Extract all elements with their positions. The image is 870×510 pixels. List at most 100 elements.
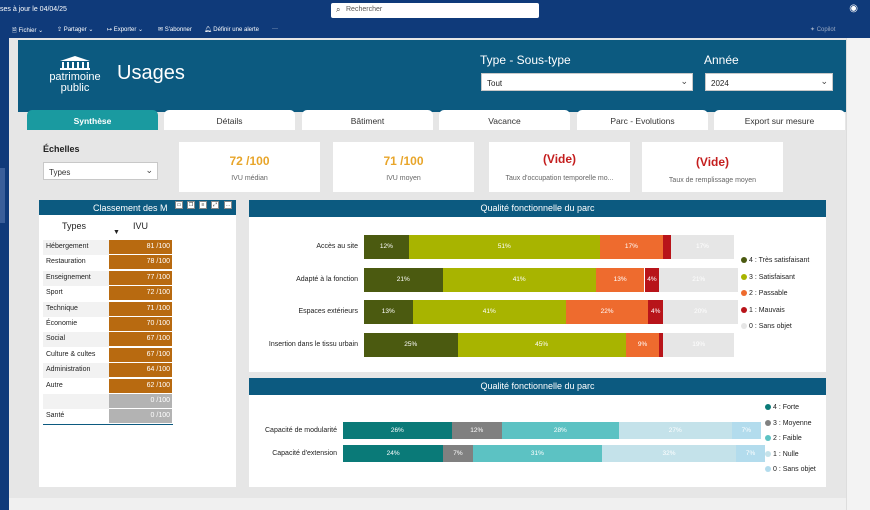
legend-item[interactable]: 4 : Forte bbox=[765, 404, 799, 411]
col-header-ivu[interactable]: IVU bbox=[133, 221, 149, 231]
bar-segment[interactable]: 17% bbox=[670, 235, 735, 259]
table-row-ivu[interactable]: 78 /100 bbox=[109, 255, 172, 270]
bar-segment[interactable]: 7% bbox=[731, 422, 761, 439]
file-menu[interactable]: 🗎 Fichier ⌄ bbox=[12, 28, 44, 34]
table-row-ivu[interactable]: 71 /100 bbox=[109, 301, 172, 316]
bar-segment[interactable]: 28% bbox=[501, 422, 619, 439]
export-menu[interactable]: ↦ Exporter ⌄ bbox=[107, 27, 144, 33]
table-row-ivu[interactable]: 0 /100 bbox=[109, 409, 172, 424]
table-row-type[interactable]: Économie bbox=[43, 317, 109, 332]
tab-export-sur-mesure[interactable]: Export sur mesure bbox=[714, 110, 845, 130]
bar-segment[interactable]: 51% bbox=[408, 235, 600, 259]
more-button[interactable]: ··· bbox=[272, 26, 278, 32]
bar-segment[interactable]: 12% bbox=[364, 235, 409, 259]
bar-segment[interactable]: 26% bbox=[343, 422, 452, 439]
kpi-card-ivu-median: 72 /100 IVU médian bbox=[179, 142, 320, 192]
table-row-ivu[interactable]: 72 /100 bbox=[109, 286, 172, 301]
bar-segment[interactable]: 4% bbox=[644, 267, 660, 292]
table-row-type[interactable]: Culture & cultes bbox=[43, 347, 109, 363]
bar-segment[interactable]: 20% bbox=[663, 300, 738, 324]
bar-segment[interactable]: 22% bbox=[565, 300, 649, 324]
bar-segment[interactable]: 32% bbox=[602, 445, 736, 462]
table-row-type[interactable]: Technique bbox=[43, 301, 109, 317]
copilot-button[interactable]: ✦ Copilot bbox=[810, 27, 836, 33]
bar-segment[interactable]: 21% bbox=[364, 267, 443, 292]
tab-details[interactable]: Détails bbox=[164, 110, 295, 130]
table-row-type[interactable]: Autre bbox=[43, 378, 109, 394]
copy-icon[interactable]: ❐ bbox=[187, 201, 195, 209]
bar-segment[interactable]: 13% bbox=[364, 300, 413, 324]
col-header-types[interactable]: Types bbox=[62, 221, 87, 231]
tab-parc-evolutions[interactable]: Parc - Evolutions bbox=[577, 110, 708, 130]
sort-desc-icon[interactable]: ▼ bbox=[113, 229, 120, 236]
table-row-type[interactable]: Social bbox=[43, 332, 109, 348]
echelles-dropdown[interactable]: Types ⌄ bbox=[43, 162, 158, 180]
type-filter-dropdown[interactable]: Tout ⌄ bbox=[481, 73, 693, 91]
bar-segment[interactable]: 21% bbox=[659, 267, 738, 292]
kpi-card-taux-occupation: (Vide) Taux d'occupation temporelle mo..… bbox=[489, 142, 630, 192]
bar-segment[interactable]: 31% bbox=[472, 445, 603, 462]
legend-label: 3 : Satisfaisant bbox=[749, 273, 795, 281]
table-row-ivu[interactable]: 67 /100 bbox=[109, 347, 172, 362]
bar-segment[interactable]: 9% bbox=[625, 332, 660, 357]
filter-icon[interactable]: ≡ bbox=[199, 201, 207, 209]
account-icon[interactable]: ◉ bbox=[849, 3, 858, 14]
table-row-ivu[interactable]: 70 /100 bbox=[109, 317, 172, 331]
tab-synthese[interactable]: Synthèse bbox=[27, 110, 158, 130]
subscribe-button[interactable]: ✉ S'abonner bbox=[158, 27, 192, 33]
legend-label: 1 : Mauvais bbox=[749, 306, 785, 314]
bar-segment[interactable]: 7% bbox=[443, 445, 473, 462]
bar-segment[interactable]: 17% bbox=[599, 235, 664, 259]
tab-vacance[interactable]: Vacance bbox=[439, 110, 570, 130]
table-row-ivu[interactable]: 81 /100 bbox=[109, 240, 172, 254]
legend-item[interactable]: 3 : Satisfaisant bbox=[741, 273, 795, 281]
bar-segment[interactable]: 12% bbox=[451, 422, 502, 439]
bar-segment[interactable]: 13% bbox=[595, 267, 645, 292]
bar-segment[interactable]: 25% bbox=[364, 332, 458, 357]
table-row-ivu[interactable]: 77 /100 bbox=[109, 270, 172, 285]
table-row-type[interactable] bbox=[43, 394, 109, 409]
bar-segment[interactable]: 41% bbox=[442, 267, 596, 292]
bar-segment[interactable]: 27% bbox=[618, 422, 732, 439]
table-row-type[interactable]: Sport bbox=[43, 286, 109, 302]
bar-segment[interactable]: 7% bbox=[735, 445, 766, 462]
bar-segment[interactable] bbox=[659, 332, 664, 357]
filters-pane[interactable] bbox=[846, 38, 870, 510]
more-options-icon[interactable]: … bbox=[224, 201, 232, 209]
year-filter-dropdown[interactable]: 2024 ⌄ bbox=[705, 73, 833, 91]
legend-item[interactable]: 3 : Moyenne bbox=[765, 419, 812, 427]
table-row-type[interactable]: Restauration bbox=[43, 255, 109, 271]
share-menu[interactable]: ⇪ Partager ⌄ bbox=[57, 27, 94, 33]
table-row-ivu[interactable]: 67 /100 bbox=[109, 332, 172, 347]
legend-item[interactable]: 1 : Mauvais bbox=[741, 306, 785, 314]
category-label: Adapté à la fonction bbox=[296, 275, 358, 283]
legend-marker bbox=[741, 290, 747, 296]
legend-item[interactable]: 2 : Faible bbox=[765, 435, 802, 442]
kpi-label: Taux d'occupation temporelle mo... bbox=[505, 175, 614, 182]
table-row-type[interactable]: Enseignement bbox=[43, 270, 109, 286]
table-row-type[interactable]: Hébergement bbox=[43, 240, 109, 255]
pin-icon[interactable]: ▭ bbox=[175, 201, 183, 209]
legend-item[interactable]: 4 : Très satisfaisant bbox=[741, 257, 809, 264]
table-row-ivu[interactable]: 62 /100 bbox=[109, 378, 172, 393]
table-row-ivu[interactable]: 0 /100 bbox=[109, 394, 172, 408]
table-row-type[interactable]: Administration bbox=[43, 363, 109, 379]
legend-item[interactable]: 0 : Sans objet bbox=[741, 323, 792, 330]
legend-marker bbox=[741, 257, 747, 263]
bar-segment[interactable] bbox=[663, 235, 671, 259]
legend-item[interactable]: 2 : Passable bbox=[741, 290, 788, 297]
alert-button[interactable]: 🔔︎ Définir une alerte bbox=[204, 27, 259, 33]
tab-batiment[interactable]: Bâtiment bbox=[302, 110, 433, 130]
bar-segment[interactable]: 45% bbox=[457, 332, 626, 357]
bar-segment[interactable]: 41% bbox=[412, 300, 566, 324]
category-label: Espaces extérieurs bbox=[298, 308, 358, 315]
table-row-type[interactable]: Santé bbox=[43, 409, 109, 425]
bar-segment[interactable]: 24% bbox=[343, 445, 444, 462]
legend-item[interactable]: 1 : Nulle bbox=[765, 450, 799, 458]
table-row-ivu[interactable]: 64 /100 bbox=[109, 363, 172, 378]
bar-segment[interactable]: 4% bbox=[648, 300, 664, 324]
search-input[interactable]: ⌕ Rechercher bbox=[331, 3, 539, 18]
bar-segment[interactable]: 19% bbox=[663, 332, 735, 357]
legend-item[interactable]: 0 : Sans objet bbox=[765, 466, 816, 473]
focus-mode-icon[interactable]: ⤢ bbox=[211, 201, 219, 209]
